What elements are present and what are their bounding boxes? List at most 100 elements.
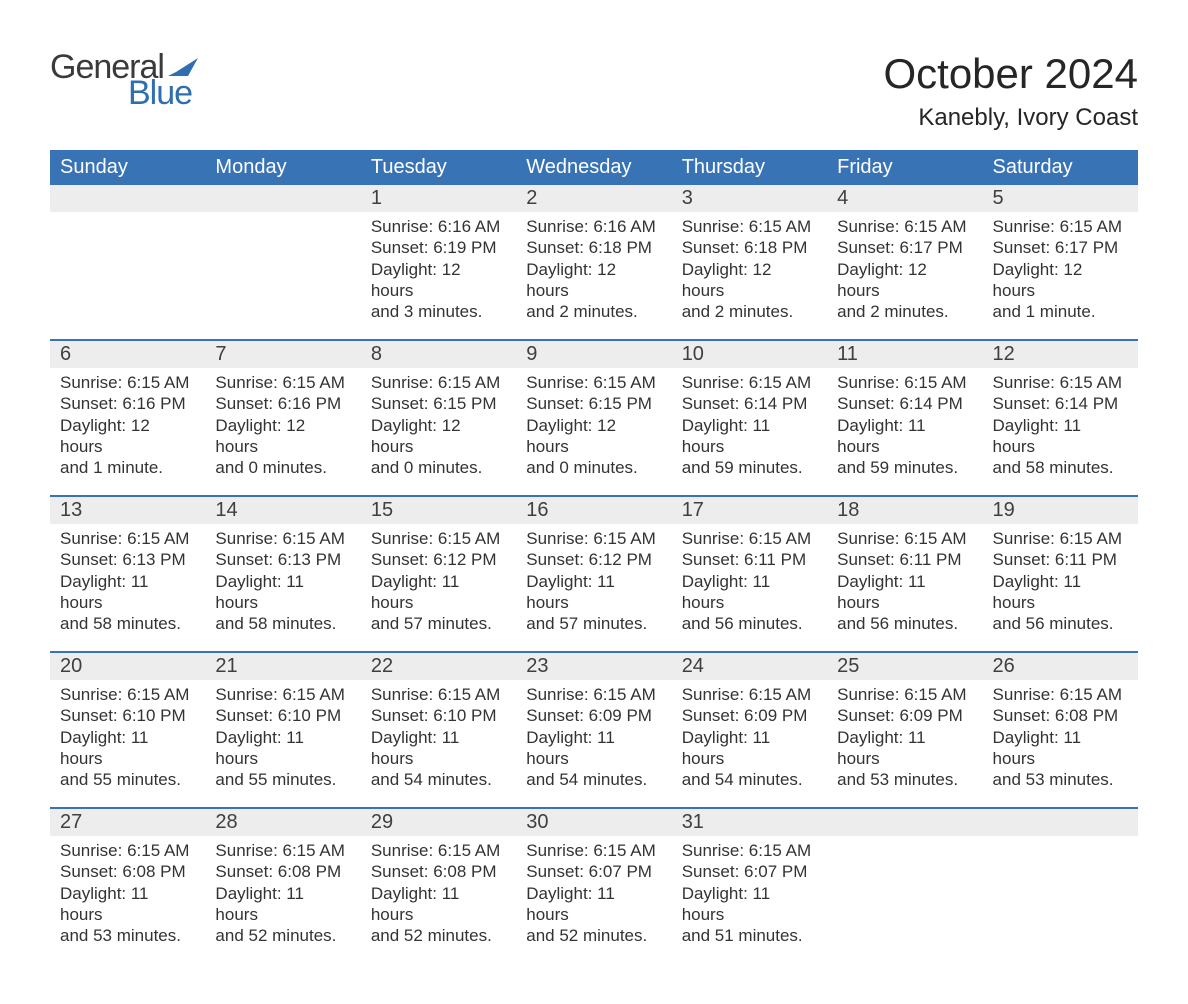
- day-sunrise: Sunrise: 6:15 AM: [993, 528, 1128, 549]
- day-sunset: Sunset: 6:15 PM: [526, 393, 661, 414]
- day-day1: Daylight: 12 hours: [60, 415, 195, 458]
- day-number-cell: [50, 185, 205, 212]
- weekday-header: Tuesday: [361, 150, 516, 185]
- day-number-cell: 13: [50, 496, 205, 524]
- day-sunset: Sunset: 6:09 PM: [682, 705, 817, 726]
- day-day1: Daylight: 11 hours: [215, 883, 350, 926]
- day-day2: and 53 minutes.: [837, 769, 972, 790]
- day-day2: and 53 minutes.: [60, 925, 195, 946]
- day-sunset: Sunset: 6:11 PM: [837, 549, 972, 570]
- day-content: Sunrise: 6:15 AMSunset: 6:13 PMDaylight:…: [205, 524, 360, 644]
- day-day1: Daylight: 12 hours: [837, 259, 972, 302]
- day-content-row: Sunrise: 6:15 AM Sunset: 6:16 PM Daylight:…: [50, 368, 1138, 496]
- day-sunrise: Sunrise: 6:15 AM: [60, 528, 195, 549]
- day-sunset: Sunset: 6:12 PM: [526, 549, 661, 570]
- header-row: General Blue October 2024 Kanebly, Ivory…: [50, 50, 1138, 132]
- location-label: Kanebly, Ivory Coast: [883, 104, 1138, 132]
- day-day2: and 57 minutes.: [371, 613, 506, 634]
- day-day1: Daylight: 11 hours: [526, 727, 661, 770]
- day-sunrise: Sunrise: 6:15 AM: [682, 216, 817, 237]
- day-day2: and 2 minutes.: [837, 301, 972, 322]
- day-sunset: Sunset: 6:14 PM: [837, 393, 972, 414]
- day-sunset: Sunset: 6:13 PM: [60, 549, 195, 570]
- day-sunrise: Sunrise: 6:15 AM: [215, 528, 350, 549]
- day-day2: and 56 minutes.: [993, 613, 1128, 634]
- day-day2: and 56 minutes.: [682, 613, 817, 634]
- day-cell: Sunrise: 6:15 AMSunset: 6:13 PMDaylight:…: [205, 524, 360, 652]
- day-number-row: 13141516171819: [50, 496, 1138, 524]
- day-content-row: Sunrise: 6:15 AMSunset: 6:13 PMDaylight:…: [50, 524, 1138, 652]
- day-day1: Daylight: 11 hours: [215, 727, 350, 770]
- day-number-cell: 2: [516, 185, 671, 212]
- day-cell: Sunrise: 6:15 AMSunset: 6:08 PMDaylight:…: [50, 836, 205, 964]
- day-cell: Sunrise: 6:15 AMSunset: 6:15 PMDaylight:…: [361, 368, 516, 496]
- day-sunrise: Sunrise: 6:15 AM: [837, 528, 972, 549]
- day-cell: Sunrise: 6:15 AMSunset: 6:14 PMDaylight:…: [983, 368, 1138, 496]
- day-cell: Sunrise: 6:15 AMSunset: 6:08 PMDaylight:…: [361, 836, 516, 964]
- day-number-cell: 9: [516, 340, 671, 368]
- day-sunrise: Sunrise: 6:15 AM: [837, 372, 972, 393]
- day-number-cell: 29: [361, 808, 516, 836]
- day-content: Sunrise: 6:15 AMSunset: 6:07 PMDaylight:…: [516, 836, 671, 956]
- day-cell: Sunrise: 6:15 AMSunset: 6:16 PMDaylight:…: [205, 368, 360, 496]
- logo-word-blue: Blue: [128, 76, 202, 110]
- day-sunrise: Sunrise: 6:15 AM: [682, 684, 817, 705]
- day-sunrise: Sunrise: 6:15 AM: [371, 528, 506, 549]
- day-number-cell: 27: [50, 808, 205, 836]
- day-content: Sunrise: 6:16 AMSunset: 6:19 PMDaylight:…: [361, 212, 516, 332]
- day-cell: Sunrise: 6:15 AMSunset: 6:07 PMDaylight:…: [516, 836, 671, 964]
- day-cell: Sunrise: 6:16 AMSunset: 6:19 PMDaylight:…: [361, 212, 516, 340]
- day-cell: Sunrise: 6:15 AMSunset: 6:14 PMDaylight:…: [827, 368, 982, 496]
- day-cell: Sunrise: 6:16 AMSunset: 6:18 PMDaylight:…: [516, 212, 671, 340]
- weekday-header-row: SundayMondayTuesdayWednesdayThursdayFrid…: [50, 150, 1138, 185]
- day-sunset: Sunset: 6:10 PM: [60, 705, 195, 726]
- day-number-cell: 15: [361, 496, 516, 524]
- day-sunset: Sunset: 6:15 PM: [371, 393, 506, 414]
- day-cell: Sunrise: 6:15 AMSunset: 6:14 PMDaylight:…: [672, 368, 827, 496]
- day-sunset: Sunset: 6:16 PM: [215, 393, 350, 414]
- day-number-cell: 23: [516, 652, 671, 680]
- day-number-cell: 30: [516, 808, 671, 836]
- day-number-cell: 5: [983, 185, 1138, 212]
- day-number-cell: 28: [205, 808, 360, 836]
- day-number-cell: 17: [672, 496, 827, 524]
- day-day2: and 59 minutes.: [682, 457, 817, 478]
- day-number-cell: 1: [361, 185, 516, 212]
- month-title: October 2024: [883, 50, 1138, 98]
- day-content: Sunrise: 6:15 AMSunset: 6:14 PMDaylight:…: [827, 368, 982, 488]
- day-day2: and 3 minutes.: [371, 301, 506, 322]
- day-cell: Sunrise: 6:15 AMSunset: 6:11 PMDaylight:…: [827, 524, 982, 652]
- day-day1: Daylight: 11 hours: [837, 571, 972, 614]
- day-day2: and 52 minutes.: [371, 925, 506, 946]
- day-sunrise: Sunrise: 6:15 AM: [682, 840, 817, 861]
- day-cell: Sunrise: 6:15 AMSunset: 6:09 PMDaylight:…: [672, 680, 827, 808]
- day-sunrise: Sunrise: 6:15 AM: [215, 840, 350, 861]
- day-day1: Daylight: 11 hours: [60, 571, 195, 614]
- day-day2: and 59 minutes.: [837, 457, 972, 478]
- day-number-cell: 11: [827, 340, 982, 368]
- day-number-cell: 12: [983, 340, 1138, 368]
- day-number-cell: 20: [50, 652, 205, 680]
- day-day2: and 1 minute.: [60, 457, 195, 478]
- day-day2: and 51 minutes.: [682, 925, 817, 946]
- day-content: Sunrise: 6:15 AMSunset: 6:10 PMDaylight:…: [361, 680, 516, 800]
- day-cell: Sunrise: 6:15 AMSunset: 6:17 PMDaylight:…: [983, 212, 1138, 340]
- day-content: Sunrise: 6:15 AMSunset: 6:08 PMDaylight:…: [983, 680, 1138, 800]
- day-day1: Daylight: 11 hours: [60, 883, 195, 926]
- day-sunrise: Sunrise: 6:15 AM: [682, 528, 817, 549]
- day-sunset: Sunset: 6:09 PM: [526, 705, 661, 726]
- day-sunrise: Sunrise: 6:16 AM: [526, 216, 661, 237]
- day-content: Sunrise: 6:15 AMSunset: 6:08 PMDaylight:…: [205, 836, 360, 956]
- day-sunrise: Sunrise: 6:15 AM: [371, 684, 506, 705]
- day-content: Sunrise: 6:15 AMSunset: 6:15 PMDaylight:…: [516, 368, 671, 488]
- day-content: Sunrise: 6:15 AMSunset: 6:09 PMDaylight:…: [672, 680, 827, 800]
- day-content: Sunrise: 6:15 AMSunset: 6:17 PMDaylight:…: [983, 212, 1138, 332]
- day-sunset: Sunset: 6:11 PM: [993, 549, 1128, 570]
- day-content: Sunrise: 6:15 AMSunset: 6:11 PMDaylight:…: [827, 524, 982, 644]
- day-day2: and 52 minutes.: [215, 925, 350, 946]
- day-day1: Daylight: 11 hours: [682, 883, 817, 926]
- day-day2: and 58 minutes.: [993, 457, 1128, 478]
- day-day1: Daylight: 11 hours: [371, 883, 506, 926]
- day-cell: [827, 836, 982, 964]
- day-sunset: Sunset: 6:19 PM: [371, 237, 506, 258]
